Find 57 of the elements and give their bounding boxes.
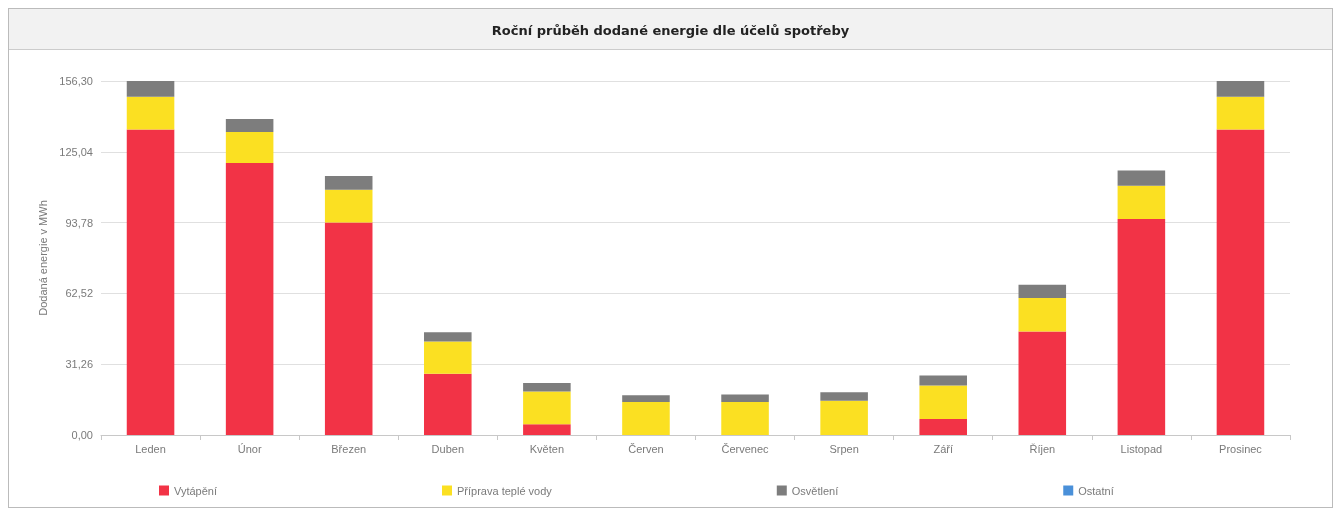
- bar: [126, 129, 175, 435]
- x-tick-label: Září: [933, 442, 953, 455]
- bar: [1117, 170, 1166, 186]
- bar: [324, 176, 373, 190]
- bar: [225, 162, 274, 435]
- x-tick-label: Únor: [237, 442, 262, 455]
- bar: [622, 395, 670, 402]
- bar: [919, 385, 967, 419]
- x-tick-label: Srpen: [829, 442, 859, 455]
- y-tick-label: 93,78: [65, 216, 93, 229]
- y-tick-label: 125,04: [59, 145, 93, 158]
- y-tick-label: 0,00: [71, 429, 93, 441]
- bar: [225, 131, 274, 163]
- bar: [1117, 218, 1166, 435]
- bar: [1117, 185, 1166, 219]
- y-tick-label: 31,26: [65, 358, 93, 371]
- bar: [324, 189, 373, 223]
- x-tick-label: Březen: [331, 442, 367, 455]
- bar: [424, 373, 472, 435]
- bar: [1018, 297, 1067, 332]
- bar: [424, 341, 472, 374]
- bar: [721, 401, 769, 435]
- bar: [523, 424, 571, 435]
- bar: [523, 391, 571, 425]
- x-tick-label: Duben: [431, 442, 464, 455]
- bar: [622, 401, 670, 435]
- y-axis-title: Dodaná energie v MWh: [36, 200, 49, 316]
- legend-label: Ostatní: [1078, 484, 1114, 497]
- x-tick-label: Červen: [628, 442, 664, 455]
- y-tick-label: 156,30: [59, 75, 93, 87]
- bar: [324, 222, 373, 435]
- bar: [1216, 129, 1265, 435]
- x-tick-label: Červenec: [721, 442, 770, 455]
- legend-label: Vytápění: [174, 484, 218, 497]
- x-tick-label: Listopad: [1120, 442, 1163, 455]
- bar: [820, 392, 868, 401]
- legend-label: Osvětlení: [791, 484, 839, 497]
- chart-title: Roční průběh dodané energie dle účelů spotřeby: [491, 23, 850, 38]
- bar: [523, 382, 571, 392]
- bar: [1216, 96, 1265, 130]
- y-tick-label: 62,52: [65, 287, 93, 300]
- bar: [1018, 331, 1067, 435]
- bar: [1216, 81, 1265, 97]
- bar: [225, 119, 274, 132]
- x-tick-label: Leden: [135, 442, 166, 455]
- bar: [919, 418, 967, 435]
- x-tick-label: Prosinec: [1219, 442, 1263, 455]
- legend-label: Příprava teplé vody: [457, 484, 553, 497]
- x-tick-label: Říjen: [1029, 442, 1056, 455]
- bar: [126, 81, 175, 97]
- bar: [919, 375, 967, 386]
- bar: [721, 394, 769, 402]
- bar: [820, 400, 868, 435]
- bar: [1018, 284, 1067, 298]
- x-tick-label: Květen: [529, 442, 564, 455]
- bar: [424, 332, 472, 342]
- bar: [126, 96, 175, 130]
